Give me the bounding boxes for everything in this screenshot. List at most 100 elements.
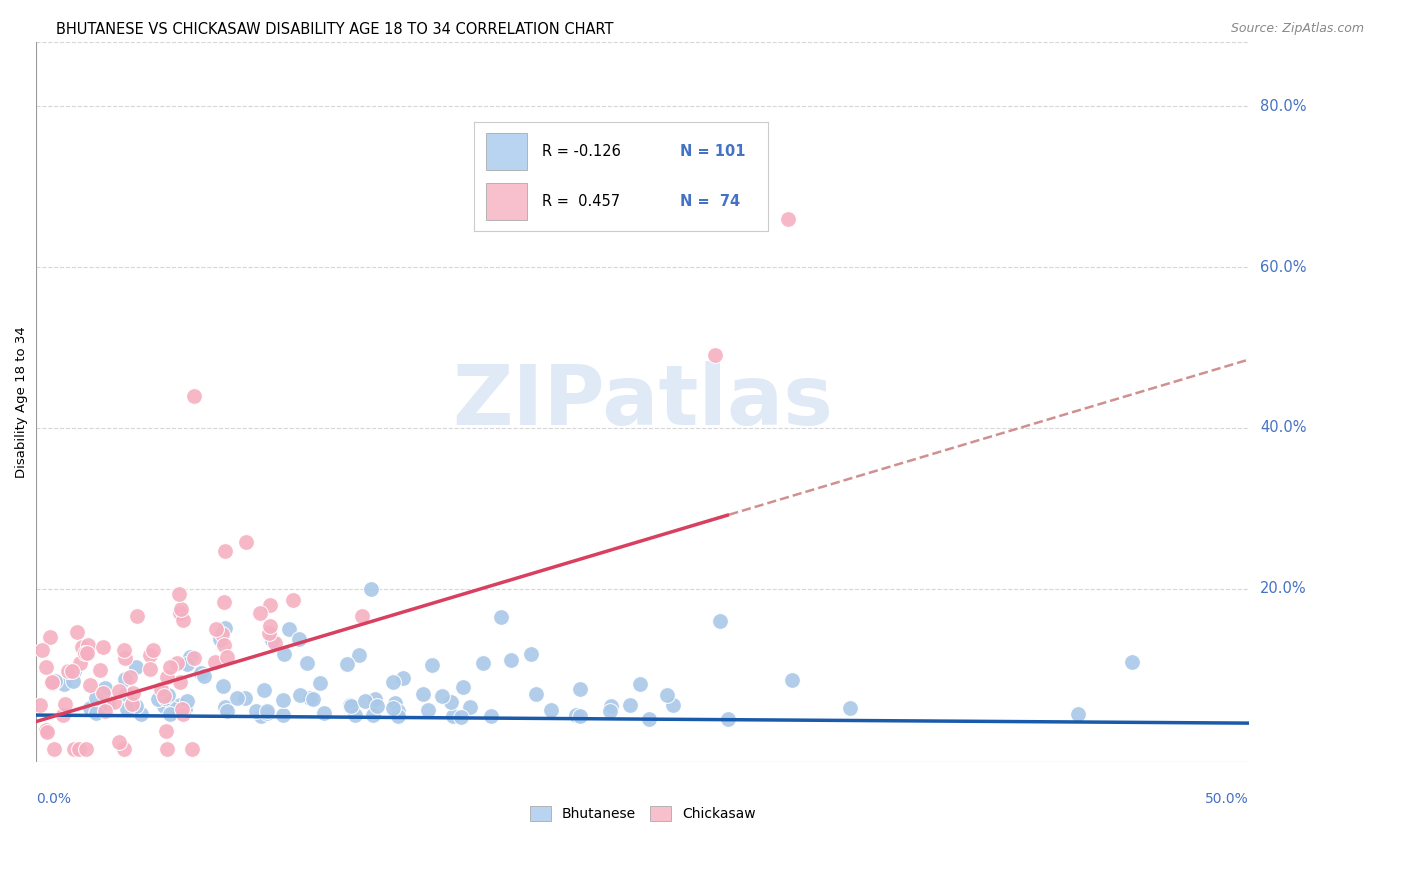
Point: [366, 699, 388, 714]
Point: [281, 593, 304, 607]
Point: [260, 633, 283, 648]
Text: BHUTANESE VS CHICKASAW DISABILITY AGE 18 TO 34 CORRELATION CHART: BHUTANESE VS CHICKASAW DISABILITY AGE 18…: [56, 22, 614, 37]
Point: [361, 708, 384, 723]
Point: [155, 723, 177, 738]
Point: [704, 349, 727, 363]
Point: [84, 690, 107, 705]
Point: [392, 671, 415, 685]
Point: [41, 675, 63, 690]
Point: [204, 655, 226, 669]
Point: [153, 690, 176, 705]
Point: [336, 657, 359, 671]
Legend: Bhutanese, Chickasaw: Bhutanese, Chickasaw: [524, 801, 761, 827]
Point: [169, 606, 191, 620]
Text: R = -0.126: R = -0.126: [541, 144, 620, 159]
Point: [153, 699, 176, 714]
Point: [150, 682, 173, 697]
Point: [73, 646, 96, 660]
Point: [44, 742, 66, 756]
Point: [287, 632, 309, 646]
Point: [600, 698, 623, 713]
Point: [159, 660, 181, 674]
Point: [41, 675, 63, 690]
Point: [44, 674, 66, 689]
Point: [214, 621, 236, 635]
Point: [451, 680, 474, 694]
Point: [172, 613, 194, 627]
Point: [381, 674, 404, 689]
Text: R =  0.457: R = 0.457: [541, 194, 620, 210]
Point: [62, 674, 84, 689]
Point: [264, 636, 287, 650]
Point: [205, 622, 228, 636]
Text: 50.0%: 50.0%: [1205, 792, 1249, 806]
Point: [233, 690, 256, 705]
Point: [39, 631, 62, 645]
Point: [190, 666, 212, 681]
Point: [225, 691, 247, 706]
Point: [112, 742, 135, 756]
Point: [309, 675, 332, 690]
Point: [235, 534, 257, 549]
Text: ZIPatlas: ZIPatlas: [453, 361, 834, 442]
Point: [146, 692, 169, 706]
Point: [838, 701, 860, 715]
Point: [353, 694, 375, 708]
Point: [75, 742, 97, 756]
Point: [93, 681, 115, 695]
Point: [288, 688, 311, 702]
Point: [63, 664, 86, 678]
Point: [169, 675, 191, 690]
Point: [176, 693, 198, 707]
Point: [63, 742, 86, 756]
Point: [481, 708, 503, 723]
Point: [60, 664, 83, 678]
Point: [256, 706, 278, 720]
Point: [778, 211, 800, 226]
Point: [343, 708, 366, 723]
Point: [172, 706, 194, 721]
Point: [67, 742, 90, 756]
Point: [172, 702, 194, 716]
FancyBboxPatch shape: [486, 183, 527, 220]
Point: [208, 632, 231, 647]
Point: [79, 678, 101, 692]
Point: [115, 687, 138, 701]
Point: [1067, 707, 1090, 722]
Point: [520, 647, 543, 661]
Point: [439, 695, 461, 709]
Point: [153, 690, 176, 704]
Point: [212, 595, 235, 609]
Point: [89, 664, 111, 678]
Text: 20.0%: 20.0%: [1260, 582, 1306, 596]
Point: [256, 704, 278, 718]
Point: [655, 689, 678, 703]
Point: [214, 638, 236, 652]
Point: [420, 658, 443, 673]
Text: N =  74: N = 74: [679, 194, 740, 210]
Point: [299, 690, 322, 705]
Point: [273, 648, 295, 662]
Point: [364, 692, 387, 706]
Point: [211, 626, 233, 640]
Text: N = 101: N = 101: [679, 144, 745, 159]
Point: [387, 709, 409, 723]
Point: [121, 686, 143, 700]
Point: [79, 701, 101, 715]
Point: [565, 708, 588, 723]
Point: [76, 646, 98, 660]
Point: [709, 614, 731, 628]
Point: [271, 707, 294, 722]
Point: [249, 606, 271, 620]
Point: [347, 648, 370, 662]
Point: [167, 587, 190, 601]
Point: [142, 643, 165, 657]
Point: [717, 712, 740, 726]
Point: [180, 742, 202, 756]
Point: [35, 725, 58, 739]
Point: [91, 685, 114, 699]
Point: [382, 700, 405, 714]
Point: [108, 735, 131, 749]
Point: [114, 672, 136, 686]
Point: [77, 639, 100, 653]
